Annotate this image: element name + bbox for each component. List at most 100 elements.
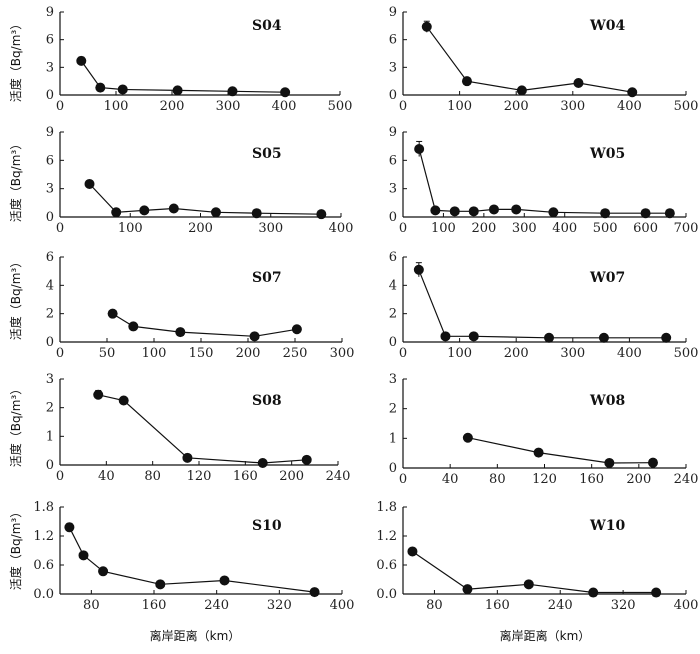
x-tick-label: 0: [399, 99, 407, 114]
data-point: [573, 78, 584, 89]
x-tick-label: 100: [447, 346, 472, 361]
x-tick-label: 0: [56, 221, 64, 236]
data-point: [468, 206, 479, 217]
series-line: [418, 269, 667, 339]
series-line: [418, 148, 670, 214]
data-point: [118, 395, 129, 406]
panel-label: S10: [252, 518, 282, 534]
panel-label: S08: [252, 393, 282, 409]
y-tick-label: 0: [389, 461, 397, 476]
data-point: [468, 331, 479, 342]
x-tick-label: 0: [56, 99, 64, 114]
data-point: [251, 208, 262, 219]
y-tick-label: 0: [46, 210, 54, 225]
data-point: [309, 587, 320, 598]
x-tick-label: 160: [142, 598, 167, 613]
y-axis-title-row-4: 活度（Bq/m³）: [8, 383, 23, 467]
panel-w08: 0 40 80 120 160 200 240 0 1 2 3 W08: [389, 372, 699, 487]
x-tick-label: 100: [431, 221, 456, 236]
panel-s10: 80 160 240 320 400 0.0 0.6 1.2 1.8 S10: [33, 500, 354, 613]
series-line: [68, 527, 315, 593]
data-point: [155, 579, 166, 590]
x-tick-label: 50: [99, 346, 116, 361]
y-tick-label: 1.2: [376, 529, 397, 544]
y-tick-label: 3: [389, 372, 397, 387]
y-tick-label: 4: [389, 278, 397, 293]
x-tick-label: 40: [98, 469, 115, 484]
x-tick-label: 500: [328, 99, 353, 114]
x-tick-label: 500: [593, 221, 618, 236]
y-tick-label: 1: [389, 431, 397, 446]
y-tick-label: 6: [46, 153, 54, 168]
data-point: [651, 587, 662, 598]
data-point: [548, 207, 559, 218]
y-tick-label: 9: [46, 125, 54, 140]
panel-s05: 0 100 200 300 400 0 3 6 9 S05: [46, 125, 354, 236]
data-point: [533, 447, 544, 458]
panel-label: W07: [589, 270, 625, 286]
x-tick-label: 240: [548, 598, 573, 613]
x-tick-label: 200: [504, 346, 529, 361]
x-tick-label: 200: [504, 99, 529, 114]
series-line: [112, 313, 297, 337]
data-point: [219, 575, 230, 586]
y-tick-label: 1.8: [33, 500, 54, 515]
x-tick-label: 300: [512, 221, 537, 236]
series-line: [80, 60, 286, 93]
data-point: [598, 332, 609, 343]
y-tick-label: 0.0: [376, 587, 397, 602]
data-point: [627, 87, 638, 98]
x-tick-label: 100: [447, 99, 472, 114]
data-point: [664, 208, 675, 219]
y-tick-label: 2: [46, 307, 54, 322]
data-point: [407, 546, 418, 557]
x-tick-label: 320: [611, 598, 636, 613]
x-tick-label: 400: [329, 221, 354, 236]
y-tick-label: 3: [46, 372, 54, 387]
y-axis-title-row-2: 活度（Bq/m³）: [8, 138, 23, 222]
x-tick-label: 0: [399, 472, 407, 487]
x-tick-label: 300: [258, 221, 283, 236]
data-point: [640, 208, 651, 219]
x-tick-label: 0: [56, 346, 64, 361]
x-tick-label: 100: [104, 99, 129, 114]
data-point: [462, 584, 473, 595]
x-tick-label: 320: [267, 598, 292, 613]
y-tick-label: 0.6: [376, 558, 397, 573]
data-point: [78, 550, 89, 561]
panel-s08: 0 40 80 120 160 200 240 0 1 2 3 S08: [46, 372, 351, 484]
y-tick-label: 6: [46, 33, 54, 48]
x-tick-label: 400: [674, 598, 699, 613]
y-tick-label: 6: [389, 250, 397, 265]
y-tick-label: 6: [389, 153, 397, 168]
data-point: [227, 86, 238, 97]
x-tick-label: 200: [160, 99, 185, 114]
data-point: [604, 457, 615, 468]
x-tick-label: 400: [330, 598, 355, 613]
data-point: [661, 332, 672, 343]
x-tick-label: 160: [579, 472, 604, 487]
panel-label: W10: [589, 518, 625, 534]
y-tick-label: 2: [46, 401, 54, 416]
x-tick-label: 200: [236, 346, 261, 361]
x-tick-label: 150: [189, 346, 214, 361]
panel-s04: 0 100 200 300 400 500 0 3 6 9 S04: [46, 5, 353, 114]
y-tick-label: 0: [46, 88, 54, 103]
y-tick-label: 0: [46, 335, 54, 350]
data-point: [249, 331, 260, 342]
x-tick-label: 0: [399, 346, 407, 361]
data-point: [168, 203, 179, 214]
x-tick-label: 700: [674, 221, 699, 236]
series-line: [412, 551, 657, 594]
data-point: [210, 207, 221, 218]
data-point: [257, 457, 268, 468]
data-point: [511, 204, 522, 215]
y-tick-label: 0: [389, 210, 397, 225]
y-axis-title-row-3: 活度（Bq/m³）: [8, 256, 23, 340]
x-tick-label: 240: [204, 598, 229, 613]
data-point: [414, 144, 425, 154]
x-tick-label: 500: [674, 99, 699, 114]
x-tick-label: 250: [283, 346, 308, 361]
x-tick-label: 240: [326, 469, 351, 484]
